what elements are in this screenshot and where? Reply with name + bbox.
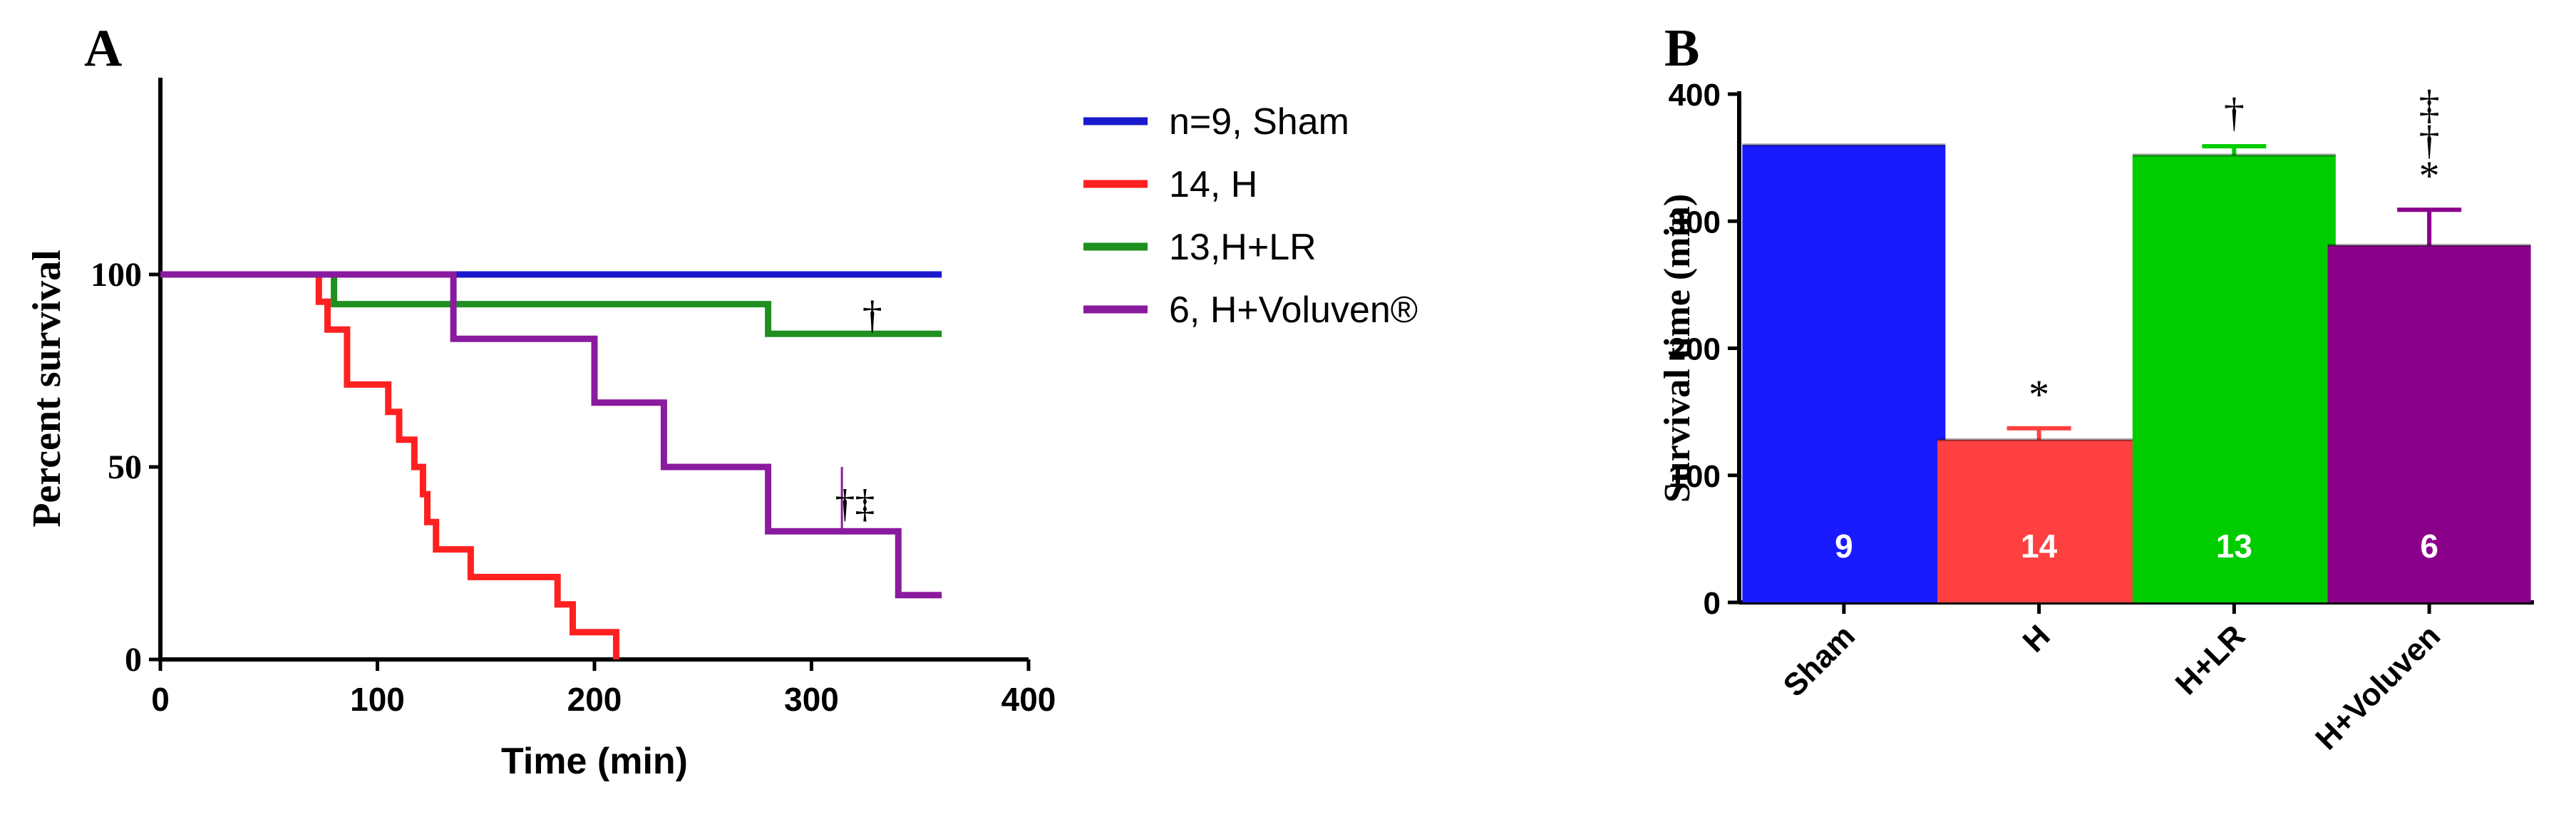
- legend-label-1: n=9, Sham: [1169, 101, 1349, 143]
- legend-label-2: 14, H: [1169, 164, 1257, 205]
- panel-label: B: [1664, 19, 1699, 78]
- y-tick-label: 0: [1704, 586, 1721, 621]
- y-axis-title: Percent survival: [25, 250, 69, 527]
- bar-count-label-1: 9: [1835, 528, 1853, 565]
- series-line-4: [160, 271, 942, 599]
- significance-mark-4: †: [2419, 117, 2440, 163]
- significance-mark-3: †: [2224, 89, 2245, 135]
- y-tick-label: 100: [1669, 459, 1721, 494]
- y-tick-label: 100: [91, 256, 142, 294]
- x-tick-label: 400: [1001, 681, 1056, 718]
- significance-mark-4: *: [2419, 153, 2440, 199]
- bar-count-label-4: 6: [2420, 528, 2438, 565]
- series-line-2: [160, 271, 619, 659]
- bar-4: [2327, 245, 2531, 602]
- significance-annotation-1: †: [862, 294, 882, 338]
- x-tick-label: 200: [567, 681, 622, 718]
- x-tick-label-3: H+LR: [2169, 618, 2252, 702]
- legend-label-4: 6, H+Voluven®: [1169, 289, 1418, 331]
- panel-label: A: [84, 19, 122, 78]
- x-axis-title: Time (min): [501, 741, 688, 782]
- bar-3: [2132, 155, 2336, 602]
- y-tick-label: 400: [1669, 78, 1721, 113]
- x-tick-label-2: H: [2016, 618, 2057, 659]
- panel-a: A 0 50 100 0 100 200 300 400 Time (min) Percent su…: [25, 19, 1418, 782]
- panel-b: B 0 100 200 300 400 Survival time (min) 9 Sham 14…: [1657, 19, 2534, 756]
- series-line-3: [160, 271, 942, 337]
- x-tick-label-1: Sham: [1777, 618, 1862, 703]
- bar-count-label-2: 14: [2021, 528, 2058, 565]
- y-tick-label: 0: [125, 641, 142, 679]
- y-tick-label: 50: [108, 448, 142, 486]
- y-axis-title: Survival time (min): [1657, 194, 1698, 503]
- bar-2: [1937, 439, 2141, 602]
- x-tick-label: 100: [350, 681, 405, 718]
- bar-1: [1742, 145, 1946, 603]
- significance-mark-4: ‡: [2419, 81, 2440, 128]
- x-tick-label-4: H+Voluven: [2309, 618, 2447, 756]
- y-tick-label: 200: [1669, 332, 1721, 367]
- x-tick-label: 0: [151, 681, 170, 718]
- bar-count-label-3: 13: [2216, 528, 2252, 565]
- x-tick-label: 300: [784, 681, 839, 718]
- significance-annotation-2: †‡: [835, 482, 875, 526]
- significance-mark-2: *: [2029, 371, 2049, 418]
- legend-label-3: 13,H+LR: [1169, 227, 1317, 268]
- y-tick-label: 300: [1669, 205, 1721, 240]
